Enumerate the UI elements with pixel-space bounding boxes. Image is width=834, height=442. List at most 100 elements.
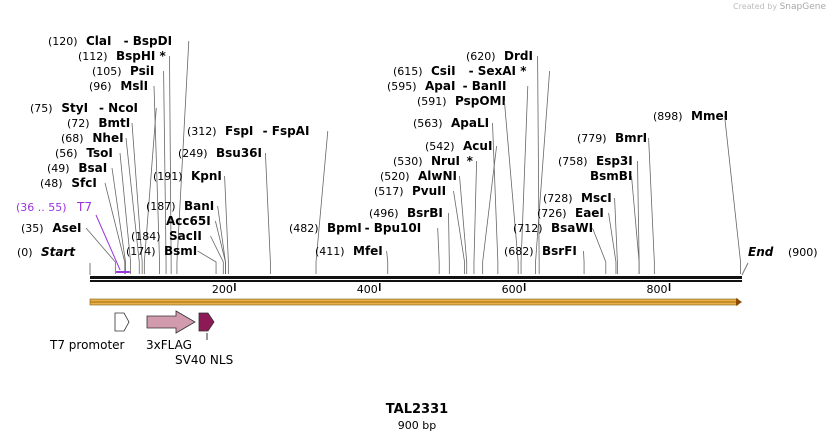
site-position: (542) [425, 140, 455, 153]
site-name: AseI [52, 221, 81, 235]
restriction-site-psii: (105) PsiI [92, 64, 167, 274]
site-leader-line [459, 175, 468, 274]
site-leader-line [215, 220, 226, 274]
site-leader-line [163, 70, 167, 274]
site-leader-line [85, 227, 116, 274]
site-position: (726) [537, 207, 567, 220]
restriction-site-eaei: (726) EaeI [537, 206, 617, 274]
site-leader-line [608, 212, 617, 274]
site-position: (520) [380, 170, 410, 183]
site-position: (35) [21, 222, 44, 235]
site-leader-line [448, 212, 450, 274]
site-name: NruI [431, 154, 460, 168]
restriction-site-msci: (728) MscI [543, 191, 618, 274]
site-name: ApaLI [451, 116, 489, 130]
site-position: (595) [387, 80, 417, 93]
ruler-tick-label: 600 [502, 283, 523, 296]
site-name: BmrI [615, 131, 647, 145]
start-position: (0) [17, 246, 33, 259]
restriction-site-fspi: (312) FspI - FspAI [187, 124, 329, 274]
site-leader-line [614, 197, 618, 274]
restriction-site-bsphi: (112) BspHI * [78, 49, 172, 274]
site-position: (312) [187, 125, 217, 138]
ruler-tick-label: 400 [357, 283, 378, 296]
ruler-tick-label: 800 [647, 283, 668, 296]
site-star: * [160, 49, 167, 63]
site-leader-line [504, 100, 519, 274]
site-name: BsmBI [590, 169, 632, 183]
restriction-site-acc65i: Acc65I [166, 214, 226, 274]
site-name: BmtI [98, 116, 130, 130]
site-name: NheI [92, 131, 123, 145]
restriction-site-bmti: (72) BmtI [67, 116, 143, 274]
site-position: (517) [374, 185, 404, 198]
site-leader-line [265, 152, 271, 274]
site-name: BanI [184, 199, 214, 213]
site-position: (712) [513, 222, 543, 235]
restriction-site-bsawi: (712) BsaWI [513, 221, 607, 274]
site-name: BspHI [116, 49, 155, 63]
feature-label-3xflag: 3xFLAG [146, 338, 192, 352]
restriction-site-alwni: (520) AlwNI [380, 169, 468, 274]
site-name: MscI [581, 191, 612, 205]
site-name: ApaI [425, 79, 455, 93]
site-position: (779) [577, 132, 607, 145]
site-leader-line [583, 250, 585, 274]
snapgene-credit: Created by SnapGene [733, 2, 826, 12]
map-title: TAL2331 [385, 402, 449, 417]
site-position: (682) [504, 245, 534, 258]
site-name: PspOMI [455, 94, 506, 108]
site-position: (75) [30, 102, 53, 115]
site-position: (620) [466, 50, 496, 63]
site-position: (174) [126, 245, 156, 258]
site-leader-line [535, 70, 550, 274]
site-name: PvuII [412, 184, 446, 198]
restriction-site-nrui: (530) NruI * [393, 154, 477, 274]
site-leader-line [315, 130, 329, 274]
restriction-site-bsmi: (174) BsmI [126, 244, 217, 274]
feature-3xflag [146, 310, 196, 334]
site-leader-line [169, 55, 172, 274]
restriction-site-apai: (595) ApaI - BanII [387, 79, 529, 274]
restriction-site-apali: (563) ApaLI [413, 116, 499, 274]
site-name: PsiI [130, 64, 154, 78]
restriction-site-bpmi: (482) BpmI - Bpu10I [289, 221, 440, 274]
site-position: (105) [92, 65, 122, 78]
site-leader-line [104, 182, 126, 274]
site-position: (72) [67, 117, 90, 130]
site-position: (184) [131, 230, 161, 243]
restriction-site-csii: (615) CsiI - SexAI * [393, 64, 550, 274]
restriction-site-styi: (75) StyI - NcoI [30, 101, 157, 274]
site-leader-line [197, 250, 217, 274]
restriction-site-sfci: (48) SfcI [40, 176, 126, 274]
site-position: (96) [89, 80, 112, 93]
site-name: BsaI [78, 161, 107, 175]
site-position: (56) [55, 147, 78, 160]
restriction-site-bsu36i: (249) Bsu36I [178, 146, 271, 274]
site-position: (120) [48, 35, 78, 48]
site-leader-line [537, 55, 540, 274]
site-position: (591) [417, 95, 447, 108]
site-alt-name: - BspDI [124, 34, 172, 48]
site-name: BsrBI [407, 206, 443, 220]
site-name: DrdI [504, 49, 533, 63]
primer-t7: (36 .. 55) T7 [16, 200, 130, 273]
site-position: (68) [61, 132, 84, 145]
restriction-site-mfei: (411) MfeI [315, 244, 389, 274]
site-name: SfcI [71, 176, 96, 190]
site-position: (615) [393, 65, 423, 78]
site-leader-line [119, 152, 131, 274]
site-position: (563) [413, 117, 443, 130]
site-position: (728) [543, 192, 573, 205]
site-name: AcuI [463, 139, 492, 153]
snapgene-logo: SnapGene [779, 2, 826, 12]
site-leader-line [437, 227, 440, 274]
restriction-site-pvuii: (517) PvuII [374, 184, 465, 274]
site-name: EaeI [575, 206, 604, 220]
site-name: KpnI [191, 169, 222, 183]
site-alt-name: - BanII [463, 79, 507, 93]
site-alt-name: - NcoI [99, 101, 138, 115]
restriction-site-clai: (120) ClaI - BspDI [48, 34, 190, 274]
site-leader-line [111, 167, 126, 274]
restriction-site-bsrfi: (682) BsrFI [504, 244, 585, 274]
